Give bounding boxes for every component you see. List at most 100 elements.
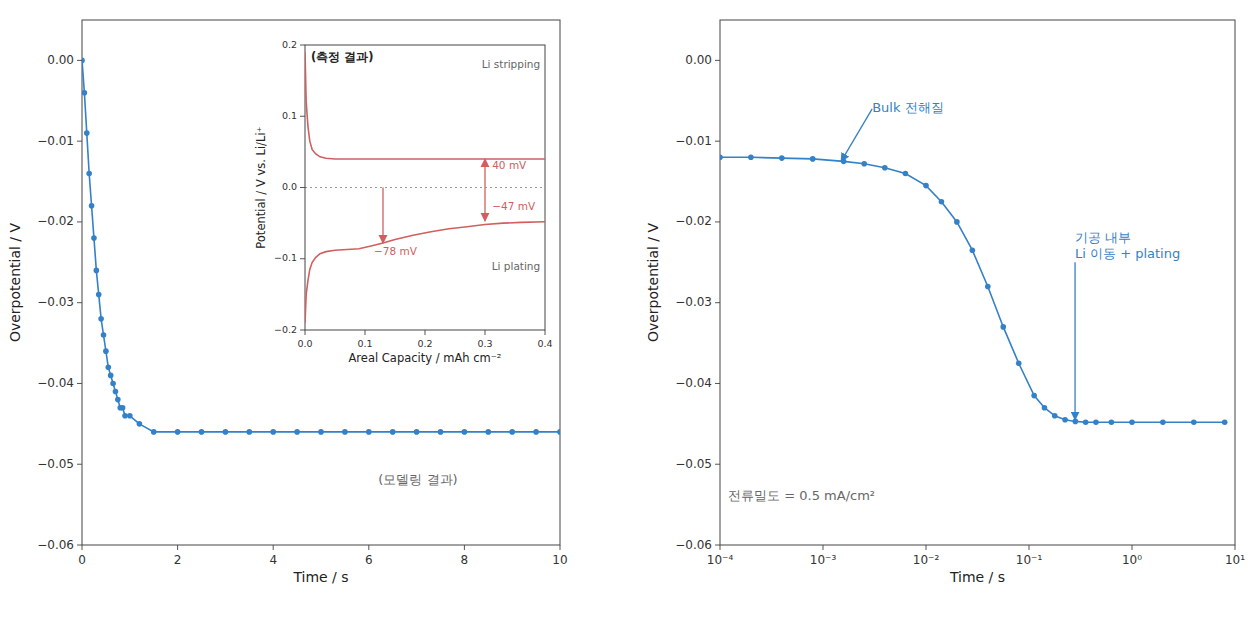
x-tick-label: 10¹ [1225, 553, 1245, 567]
data-point [120, 405, 126, 411]
y-tick-label: −0.01 [37, 134, 74, 148]
y-tick-label: −0.1 [274, 252, 297, 263]
x-tick-label: 0.1 [357, 338, 372, 349]
annotation: Bulk 전해질 [872, 100, 943, 115]
data-point [1000, 324, 1006, 330]
x-tick [1029, 545, 1030, 550]
y-tick [715, 141, 720, 142]
data-point [91, 235, 97, 241]
x-tick-label: 0.2 [417, 338, 432, 349]
annotation-arrow [484, 159, 485, 188]
axes: 02468100.00−0.01−0.02−0.03−0.04−0.05−0.0… [37, 20, 567, 567]
data-point [151, 429, 157, 435]
panel: 0.00.10.20.30.4−0.2−0.10.00.10.2Li strip… [252, 32, 556, 378]
plot-frame [305, 45, 545, 330]
data-point [103, 348, 109, 354]
data-point [175, 429, 181, 435]
annotation: 기공 내부Li 이동 + plating [1075, 230, 1180, 261]
x-tick [560, 545, 561, 550]
data-point [199, 429, 205, 435]
data-point [1222, 419, 1228, 425]
y-tick [300, 330, 305, 331]
data-point [101, 332, 107, 338]
x-tick [368, 545, 369, 550]
x-tick [485, 330, 486, 335]
data-point [115, 397, 121, 403]
annotations: Bulk 전해질기공 내부Li 이동 + plating 전류밀도 = 0.5 m… [728, 100, 1180, 503]
data-point [390, 429, 396, 435]
y-tick-label: 0.00 [47, 53, 74, 67]
annotation-arrow [841, 109, 872, 162]
plot-area [305, 52, 545, 323]
x-tick-label: 10⁰ [1122, 553, 1142, 567]
x-tick-label: 8 [461, 553, 469, 567]
data-point [127, 413, 133, 419]
data-point [122, 413, 128, 419]
data-point [414, 429, 420, 435]
x-tick [823, 545, 824, 550]
x-tick [545, 330, 546, 335]
x-tick [365, 330, 366, 335]
annotation-line: Li 이동 + plating [1075, 246, 1180, 261]
annotation: Li stripping [482, 58, 541, 70]
data-point [861, 161, 867, 167]
axes: 10⁻⁴10⁻³10⁻²10⁻¹10⁰10¹0.00−0.01−0.02−0.0… [675, 20, 1245, 567]
annotation: 전류밀도 = 0.5 mA/cm² [728, 488, 875, 503]
y-tick [715, 383, 720, 384]
data-point [113, 389, 119, 395]
y-tick-label: −0.03 [37, 295, 74, 309]
y-tick [77, 60, 82, 61]
y-tick [77, 302, 82, 303]
y-tick-label: −0.03 [675, 295, 712, 309]
x-tick [1235, 545, 1236, 550]
data-point [748, 155, 754, 161]
data-point [1109, 419, 1115, 425]
data-point [86, 171, 92, 177]
data-point [954, 219, 960, 225]
series-line [305, 222, 545, 323]
plot-frame [720, 20, 1235, 545]
y-tick-label: 0.00 [685, 53, 712, 67]
x-tick [926, 545, 927, 550]
plot-area [720, 155, 1227, 426]
x-tick [305, 330, 306, 335]
annotation: −78 mV [374, 245, 418, 257]
annotation-arrow [484, 188, 485, 221]
x-tick-label: 0.3 [477, 338, 492, 349]
x-tick-label: 10⁻⁴ [707, 553, 734, 567]
data-point [1129, 419, 1135, 425]
data-point [438, 429, 444, 435]
y-tick [77, 383, 82, 384]
y-tick [77, 464, 82, 465]
axes: 0.00.10.20.30.4−0.2−0.10.00.10.2 [274, 39, 553, 349]
data-point [985, 284, 991, 290]
y-tick-label: −0.05 [37, 457, 74, 471]
data-point [366, 429, 372, 435]
y-tick [715, 60, 720, 61]
y-axis-label: Overpotential / V [645, 223, 661, 343]
annotations: Li strippingLi plating40 mV−47 mV−78 mV [374, 58, 540, 272]
annotation: (모델링 결과) [378, 472, 457, 487]
x-tick-label: 0.4 [537, 338, 552, 349]
panel-title: (측정 결과) [311, 50, 374, 64]
y-tick [77, 545, 82, 546]
data-point [923, 183, 929, 189]
data-point [94, 268, 100, 274]
y-tick [77, 221, 82, 222]
x-tick-label: 0 [78, 553, 86, 567]
data-point [1031, 393, 1037, 399]
x-tick-label: 6 [365, 553, 373, 567]
y-tick-label: 0.1 [282, 110, 297, 121]
data-point [1016, 360, 1022, 366]
y-tick-label: −0.2 [274, 324, 297, 335]
series-line [305, 52, 545, 159]
data-point [462, 429, 468, 435]
data-point [1052, 413, 1058, 419]
data-point [82, 90, 87, 96]
y-tick [715, 545, 720, 546]
annotation-arrow [382, 188, 383, 244]
x-tick-label: 4 [269, 553, 277, 567]
data-point [810, 156, 816, 162]
data-point [1042, 405, 1048, 411]
x-tick [177, 545, 178, 550]
